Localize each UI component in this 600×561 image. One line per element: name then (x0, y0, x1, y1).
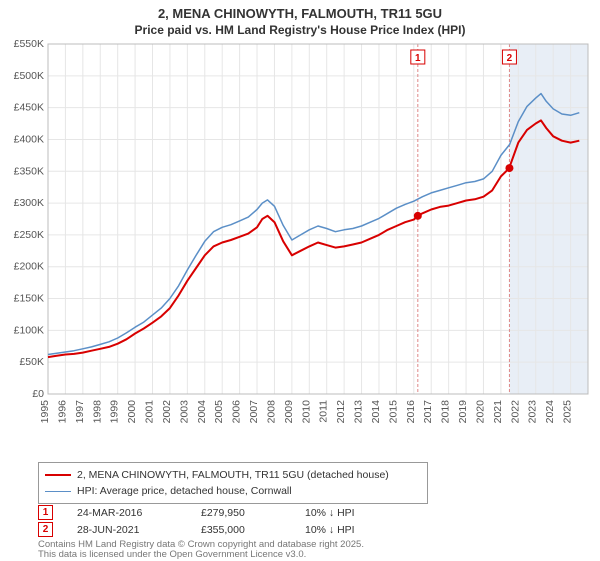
svg-text:1995: 1995 (39, 400, 51, 424)
svg-text:£150K: £150K (14, 293, 44, 305)
marker-index-box: 1 (38, 505, 53, 520)
svg-text:2013: 2013 (353, 400, 365, 424)
svg-text:2023: 2023 (527, 400, 539, 424)
svg-text:£400K: £400K (14, 133, 44, 145)
svg-text:2015: 2015 (387, 400, 399, 424)
svg-text:£500K: £500K (14, 70, 44, 82)
svg-text:£450K: £450K (14, 102, 44, 114)
svg-text:2007: 2007 (248, 400, 260, 424)
legend-label: 2, MENA CHINOWYTH, FALMOUTH, TR11 5GU (d… (77, 469, 389, 481)
svg-text:£550K: £550K (14, 38, 44, 50)
svg-text:2018: 2018 (440, 400, 452, 424)
footnote: Contains HM Land Registry data © Crown c… (38, 540, 364, 561)
svg-text:1996: 1996 (56, 400, 68, 424)
svg-text:£300K: £300K (14, 197, 44, 209)
svg-text:1: 1 (415, 53, 421, 64)
footnote-line2: This data is licensed under the Open Gov… (38, 549, 306, 560)
chart-area: 12£0£50K£100K£150K£200K£250K£300K£350K£4… (48, 44, 588, 424)
chart-title-line2: Price paid vs. HM Land Registry's House … (0, 23, 600, 37)
footnote-line1: Contains HM Land Registry data © Crown c… (38, 539, 364, 550)
svg-text:£200K: £200K (14, 261, 44, 273)
chart-container: 2, MENA CHINOWYTH, FALMOUTH, TR11 5GU Pr… (0, 0, 600, 560)
svg-text:2004: 2004 (196, 400, 208, 424)
svg-text:2022: 2022 (509, 400, 521, 424)
legend: 2, MENA CHINOWYTH, FALMOUTH, TR11 5GU (d… (38, 462, 428, 504)
svg-text:2006: 2006 (231, 400, 243, 424)
line-chart: 12£0£50K£100K£150K£200K£250K£300K£350K£4… (48, 44, 588, 424)
svg-text:2011: 2011 (318, 400, 330, 423)
marker-table: 1 24-MAR-2016 £279,950 10% ↓ HPI 2 28-JUN-202… (38, 504, 578, 538)
legend-row: 2, MENA CHINOWYTH, FALMOUTH, TR11 5GU (d… (45, 467, 421, 483)
svg-text:1997: 1997 (74, 400, 86, 424)
svg-text:2019: 2019 (457, 400, 469, 424)
marker-date: 24-MAR-2016 (77, 507, 177, 519)
svg-text:2010: 2010 (300, 400, 312, 424)
legend-swatch (45, 474, 71, 476)
svg-text:2000: 2000 (126, 400, 138, 424)
svg-text:£0: £0 (32, 388, 44, 400)
svg-text:2025: 2025 (562, 400, 574, 424)
svg-text:2008: 2008 (265, 400, 277, 424)
legend-row: HPI: Average price, detached house, Corn… (45, 483, 421, 499)
marker-index-box: 2 (38, 522, 53, 537)
marker-delta: 10% ↓ HPI (305, 507, 395, 519)
svg-text:2024: 2024 (544, 400, 556, 424)
marker-row: 2 28-JUN-2021 £355,000 10% ↓ HPI (38, 521, 578, 538)
svg-text:2017: 2017 (422, 400, 434, 424)
svg-text:2012: 2012 (335, 400, 347, 424)
svg-text:1999: 1999 (109, 400, 121, 424)
svg-text:£250K: £250K (14, 229, 44, 241)
marker-price: £279,950 (201, 507, 281, 519)
svg-text:2021: 2021 (492, 400, 504, 424)
svg-text:2009: 2009 (283, 400, 295, 424)
svg-text:£50K: £50K (19, 356, 44, 368)
marker-row: 1 24-MAR-2016 £279,950 10% ↓ HPI (38, 504, 578, 521)
legend-label: HPI: Average price, detached house, Corn… (77, 485, 292, 497)
svg-text:£350K: £350K (14, 165, 44, 177)
svg-text:2002: 2002 (161, 400, 173, 424)
svg-text:2014: 2014 (370, 400, 382, 424)
svg-text:£100K: £100K (14, 324, 44, 336)
svg-text:2005: 2005 (213, 400, 225, 424)
svg-text:1998: 1998 (91, 400, 103, 424)
chart-title-line1: 2, MENA CHINOWYTH, FALMOUTH, TR11 5GU (0, 0, 600, 23)
marker-delta: 10% ↓ HPI (305, 524, 395, 536)
svg-text:2016: 2016 (405, 400, 417, 424)
svg-text:2020: 2020 (474, 400, 486, 424)
marker-price: £355,000 (201, 524, 281, 536)
svg-text:2: 2 (507, 53, 513, 64)
svg-text:2001: 2001 (144, 400, 156, 424)
svg-text:2003: 2003 (178, 400, 190, 424)
marker-date: 28-JUN-2021 (77, 524, 177, 536)
legend-swatch (45, 491, 71, 492)
